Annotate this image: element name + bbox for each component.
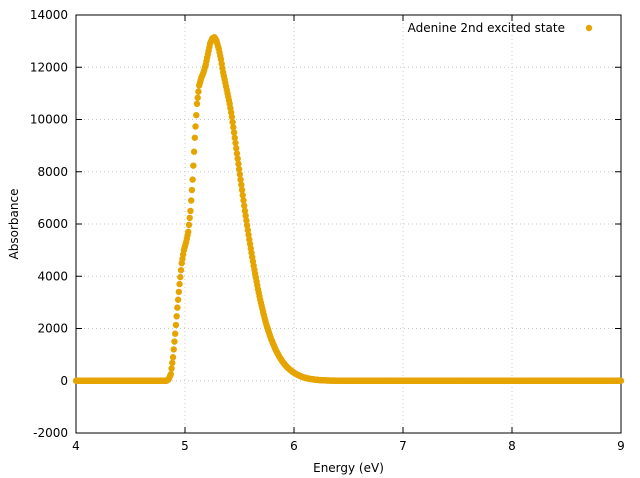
x-tick-label: 4 <box>72 439 80 453</box>
x-tick-label: 5 <box>181 439 189 453</box>
data-point <box>169 359 176 367</box>
data-point <box>191 134 199 141</box>
data-point <box>169 354 177 361</box>
x-axis-title: Energy (eV) <box>313 461 384 475</box>
data-point <box>237 176 244 183</box>
data-point <box>243 222 251 229</box>
x-tick-label: 9 <box>617 439 625 453</box>
data-point <box>195 88 202 95</box>
data-point <box>171 330 179 337</box>
grid <box>76 15 621 433</box>
data-point <box>174 296 182 303</box>
data-point <box>242 212 249 219</box>
data-point <box>177 273 184 281</box>
data-point <box>171 338 178 345</box>
legend: Adenine 2nd excited state <box>408 21 593 35</box>
y-tick-label: -2000 <box>33 426 68 440</box>
data-point <box>193 100 201 108</box>
legend-label: Adenine 2nd excited state <box>408 21 565 35</box>
data-point <box>174 304 181 311</box>
data-point <box>229 118 236 126</box>
data-point <box>234 155 241 162</box>
data-point <box>235 160 242 168</box>
data-point <box>167 371 175 378</box>
data-point <box>239 192 246 199</box>
data-point <box>231 134 238 141</box>
data-point <box>194 94 201 101</box>
data-point <box>187 197 195 204</box>
data-point <box>617 377 625 384</box>
legend-marker <box>585 24 593 32</box>
y-tick-label: 6000 <box>37 217 68 231</box>
data-point <box>173 313 180 320</box>
y-tick-label: 14000 <box>30 8 68 22</box>
y-tick-label: 12000 <box>30 60 68 74</box>
data-point <box>177 266 185 274</box>
data-point <box>185 221 193 229</box>
data-point <box>188 186 196 194</box>
y-axis-title: Absorbance <box>7 189 21 260</box>
data-point <box>172 321 180 329</box>
data-point <box>187 207 194 215</box>
data-point <box>186 214 193 222</box>
data-point <box>238 181 245 189</box>
data-point <box>185 228 192 236</box>
data-point <box>232 139 239 147</box>
data-point <box>241 207 249 215</box>
data-point <box>193 111 200 119</box>
y-tick-label: 0 <box>60 374 68 388</box>
y-tick-label: 10000 <box>30 113 68 127</box>
data-point <box>175 288 183 296</box>
data-point <box>233 150 241 157</box>
data-point <box>230 129 238 136</box>
data-point <box>243 217 250 224</box>
y-tick-label: 8000 <box>37 165 68 179</box>
data-point <box>192 123 199 130</box>
data-point <box>236 171 244 178</box>
y-tick-label: 4000 <box>37 269 68 283</box>
data-point <box>241 202 248 209</box>
data-point <box>235 165 243 173</box>
data-point <box>240 197 247 204</box>
data-point <box>245 231 252 239</box>
data-point <box>244 226 252 234</box>
data-point <box>190 162 197 169</box>
y-tick-label: 2000 <box>37 322 68 336</box>
x-tick-label: 8 <box>508 439 516 453</box>
data-point <box>176 280 183 288</box>
data-point <box>190 148 198 155</box>
data-point <box>228 113 236 121</box>
data-series <box>72 34 625 384</box>
axis-ticks: 4 5 6 7 8 9 -2000 0 2000 4000 6000 8000 10000 12000 14… <box>30 8 625 453</box>
data-point <box>170 346 177 353</box>
x-tick-label: 7 <box>399 439 407 453</box>
data-point <box>168 365 175 372</box>
data-point <box>238 186 246 194</box>
data-point <box>233 145 240 152</box>
x-tick-label: 6 <box>290 439 298 453</box>
data-point <box>189 176 196 183</box>
data-point <box>230 124 237 131</box>
